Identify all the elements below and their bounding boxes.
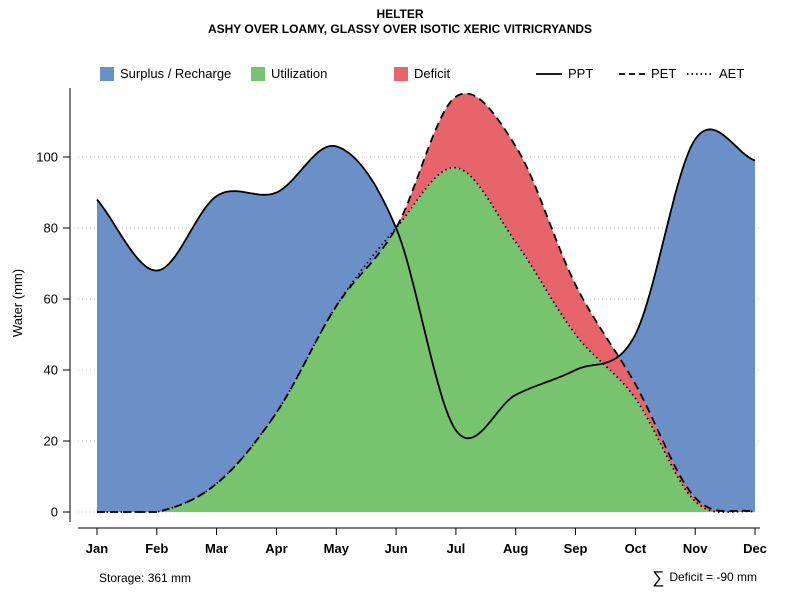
month-label-sep: Sep — [564, 541, 588, 556]
y-tick-label: 80 — [44, 221, 58, 236]
y-tick-label: 100 — [36, 150, 58, 165]
chart-title: HELTER ASHY OVER LOAMY, GLASSY OVER ISOT… — [0, 7, 800, 37]
chart-title-line2: ASHY OVER LOAMY, GLASSY OVER ISOTIC XERI… — [207, 22, 593, 36]
deficit-annotation-text: Deficit = -90 mm — [669, 570, 757, 584]
legend-item-surplus: Surplus / Recharge — [100, 66, 231, 81]
deficit-swatch — [394, 66, 408, 81]
ppt-line — [96, 128, 756, 440]
storage-annotation: Storage: 361 mm — [99, 571, 192, 585]
legend-item-aet: AET — [687, 66, 744, 81]
month-label-nov: Nov — [683, 541, 708, 556]
legend-item-ppt: PPT — [536, 66, 593, 81]
month-label-dec: Dec — [743, 541, 767, 556]
legend-item-pet: PET — [619, 66, 676, 81]
chart-title-line1: HELTER — [376, 7, 424, 21]
aet-label: AET — [719, 66, 745, 81]
deficit-annotation: ∑ Deficit = -90 mm — [652, 568, 757, 588]
month-label-apr: Apr — [265, 541, 287, 556]
y-tick-label: 40 — [44, 363, 58, 378]
month-label-feb: Feb — [145, 541, 168, 556]
pet-line — [97, 92, 756, 513]
sigma-symbol: ∑ — [652, 568, 665, 587]
surplus-area — [97, 93, 755, 513]
utilization-label: Utilization — [271, 66, 328, 81]
y-tick-label: 20 — [44, 434, 58, 449]
month-label-may: May — [324, 541, 350, 556]
pet-label: PET — [651, 66, 677, 81]
month-label-jul: Jul — [447, 541, 466, 556]
ppt-line-icon — [536, 72, 562, 75]
surplus-label: Surplus / Recharge — [120, 66, 232, 81]
legend-item-utilization: Utilization — [251, 66, 327, 81]
month-label-mar: Mar — [205, 541, 228, 556]
month-label-jun: Jun — [385, 541, 408, 556]
legend-item-deficit: Deficit — [394, 66, 450, 81]
y-tick-label: 60 — [44, 292, 58, 307]
deficit-label: Deficit — [414, 66, 451, 81]
utilization-swatch — [251, 66, 265, 81]
month-label-oct: Oct — [625, 541, 647, 556]
aet-line — [97, 166, 756, 513]
ppt-label: PPT — [568, 66, 594, 81]
pet-line-icon — [619, 72, 645, 75]
y-axis-title: Water (mm) — [10, 269, 25, 337]
surplus-swatch — [100, 66, 114, 81]
deficit-area — [97, 93, 755, 513]
y-tick-label: 0 — [51, 505, 58, 520]
month-label-jan: Jan — [86, 541, 108, 556]
month-label-aug: Aug — [503, 541, 528, 556]
